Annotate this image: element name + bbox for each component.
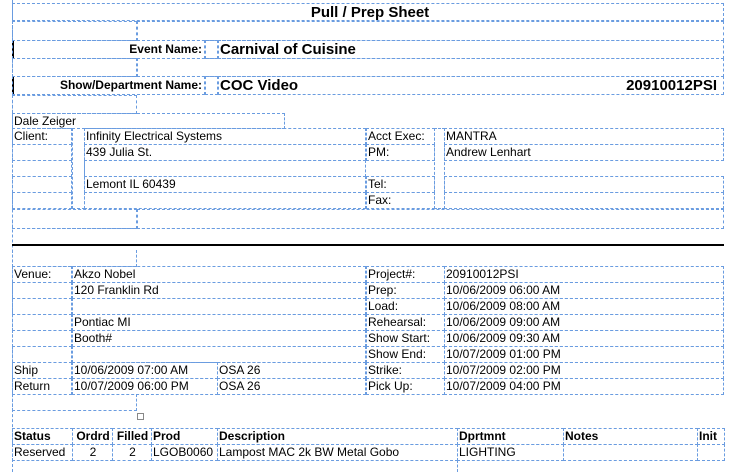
- column-header-description: Description: [217, 428, 458, 445]
- column-header-filled: Filled: [112, 428, 152, 445]
- venue-city: Pontiac MI: [72, 314, 366, 331]
- empty-cell: [72, 298, 366, 315]
- empty-cell: [12, 144, 72, 161]
- ship-date: 10/06/2009 07:00 AM: [72, 362, 218, 379]
- table-cell-dprtmnt: LIGHTING: [457, 444, 564, 461]
- acct-exec-label: Acct Exec:: [366, 128, 435, 145]
- schedule-label: Prep:: [366, 282, 445, 299]
- empty-cell: [84, 192, 366, 209]
- show-name-label: Show/Department Name:: [12, 76, 205, 95]
- guide-line: [12, 228, 724, 229]
- schedule-label: Show End:: [366, 346, 445, 363]
- empty-cell: [12, 346, 72, 363]
- show-name-value: COC Video 20910012PSI: [218, 76, 724, 95]
- fax-label: Fax:: [366, 192, 435, 209]
- spacer-box: [137, 209, 724, 229]
- spacer-col: [434, 128, 445, 209]
- client-address2: [84, 160, 366, 177]
- spacer-cell: [205, 76, 218, 95]
- column-header-notes: Notes: [563, 428, 698, 445]
- schedule-value: 10/06/2009 09:30 AM: [444, 330, 724, 347]
- empty-cell: [12, 176, 72, 193]
- empty-cell: [12, 314, 72, 331]
- spacer-box: [12, 95, 137, 114]
- venue-booth: Booth#: [72, 330, 366, 347]
- ship-via: OSA 26: [217, 362, 366, 379]
- show-name: COC Video: [220, 77, 299, 94]
- schedule-value: 20910012PSI: [444, 266, 724, 283]
- spacer-box: [12, 21, 137, 41]
- empty-cell: [12, 298, 72, 315]
- schedule-label: Load:: [366, 298, 445, 315]
- return-label: Return: [12, 378, 72, 395]
- pm-label: PM:: [366, 144, 435, 161]
- column-header-dprtmnt: Dprtmnt: [457, 428, 564, 445]
- empty-cell: [12, 282, 72, 299]
- section-marker: [12, 40, 14, 59]
- client-name: Infinity Electrical Systems: [84, 128, 366, 145]
- return-date: 10/07/2009 06:00 PM: [72, 378, 218, 395]
- client-label: Client:: [12, 128, 72, 145]
- empty-cell: [72, 346, 366, 363]
- show-project-code: 20910012PSI: [626, 77, 717, 94]
- empty-cell: [12, 330, 72, 347]
- table-cell-description: Lampost MAC 2k BW Metal Gobo: [217, 444, 458, 461]
- schedule-value: 10/07/2009 02:00 PM: [444, 362, 724, 379]
- spacer-box: [12, 394, 137, 411]
- separator-line: [12, 244, 724, 246]
- page-title: Pull / Prep Sheet: [310, 4, 430, 21]
- fax-value: [444, 192, 724, 209]
- spacer-box: [137, 58, 724, 77]
- schedule-value: 10/07/2009 04:00 PM: [444, 378, 724, 395]
- venue-address1: 120 Franklin Rd: [72, 282, 366, 299]
- table-cell-status: Reserved: [12, 444, 73, 461]
- resize-handle[interactable]: [137, 413, 144, 420]
- left-margin-guide: [12, 0, 13, 472]
- table-cell-ordrd: 2: [72, 444, 113, 461]
- table-cell-notes: [563, 444, 698, 461]
- table-cell-init: [697, 444, 725, 461]
- schedule-value: 10/07/2009 01:00 PM: [444, 346, 724, 363]
- spacer-box: [12, 209, 137, 229]
- column-header-status: Status: [12, 428, 73, 445]
- client-city: Lemont IL 60439: [84, 176, 366, 193]
- column-header-init: Init: [697, 428, 725, 445]
- schedule-label: Project#:: [366, 266, 445, 283]
- table-cell-filled: 2: [112, 444, 152, 461]
- spacer-box: [12, 58, 137, 77]
- table-cell-prod: LGOB0060: [151, 444, 218, 461]
- column-header-ordrd: Ordrd: [72, 428, 113, 445]
- event-name-label: Event Name:: [12, 40, 205, 59]
- contact-name: Dale Zeiger: [12, 113, 285, 129]
- schedule-value: 10/06/2009 06:00 AM: [444, 282, 724, 299]
- event-name-value: Carnival of Cuisine: [218, 40, 724, 59]
- return-via: OSA 26: [217, 378, 366, 395]
- schedule-label: Show Start:: [366, 330, 445, 347]
- schedule-label: Rehearsal:: [366, 314, 445, 331]
- acct-exec-value: MANTRA: [444, 128, 724, 145]
- section-marker: [12, 76, 14, 95]
- tel-value: [444, 176, 724, 193]
- schedule-value: 10/06/2009 08:00 AM: [444, 298, 724, 315]
- ship-label: Ship: [12, 362, 72, 379]
- guide-line: [457, 460, 458, 472]
- client-address1: 439 Julia St.: [84, 144, 366, 161]
- tel-label: Tel:: [366, 176, 435, 193]
- venue-label: Venue:: [12, 266, 72, 283]
- venue-name: Akzo Nobel: [72, 266, 366, 283]
- title-section: Pull / Prep Sheet: [12, 3, 724, 21]
- schedule-label: Pick Up:: [366, 378, 445, 395]
- pm-value: Andrew Lenhart: [444, 144, 724, 161]
- spacer-box: [137, 21, 724, 41]
- empty-cell: [12, 192, 72, 209]
- column-header-prod: Prod: [151, 428, 218, 445]
- spacer-box: [12, 250, 137, 267]
- empty-cell: [12, 160, 72, 177]
- schedule-value: 10/06/2009 09:00 AM: [444, 314, 724, 331]
- schedule-label: Strike:: [366, 362, 445, 379]
- spacer-cell: [205, 40, 218, 59]
